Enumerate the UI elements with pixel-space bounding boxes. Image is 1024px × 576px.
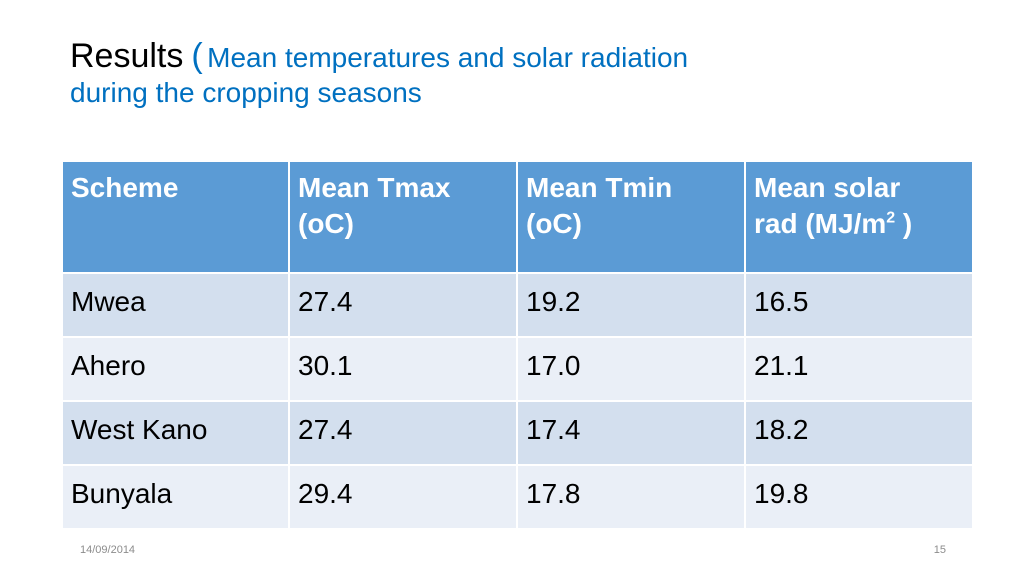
title-main: Results	[70, 37, 184, 75]
cell-tmin: 17.0	[516, 336, 746, 402]
header-mean-tmax-line1: Mean Tmax	[298, 172, 451, 203]
cell-tmax: 27.4	[288, 400, 518, 466]
cell-tmax: 30.1	[288, 336, 518, 402]
cell-tmin: 17.4	[516, 400, 746, 466]
cell-solar: 19.8	[744, 464, 974, 530]
results-table: Scheme Mean Tmax (oC) Mean Tmin (oC) Mean …	[61, 160, 974, 530]
footer-date: 14/09/2014	[80, 544, 136, 556]
title-paren: (	[191, 37, 203, 75]
title-subtitle-line1: Mean temperatures and solar radiation	[207, 42, 689, 73]
header-scheme: Scheme	[61, 160, 290, 274]
header-mean-tmin: Mean Tmin (oC)	[516, 160, 746, 274]
header-mean-tmin-line2: (oC)	[526, 208, 582, 240]
cell-scheme: West Kano	[61, 400, 290, 466]
header-solar-line1: Mean solar	[754, 172, 901, 203]
header-mean-tmax: Mean Tmax (oC)	[288, 160, 518, 274]
cell-tmax: 27.4	[288, 272, 518, 338]
header-mean-tmax-line2: (oC)	[298, 208, 354, 240]
cell-solar: 18.2	[744, 400, 974, 466]
table-row: Bunyala 29.4 17.8 19.8	[61, 464, 974, 530]
cell-tmin: 19.2	[516, 272, 746, 338]
footer-page-number: 15	[933, 544, 946, 556]
cell-solar: 16.5	[744, 272, 974, 338]
title-subtitle-line2: during the cropping seasons	[70, 77, 422, 109]
cell-scheme: Mwea	[61, 272, 290, 338]
cell-tmax: 29.4	[288, 464, 518, 530]
header-solar-line2-post: )	[895, 208, 913, 240]
cell-scheme: Ahero	[61, 336, 290, 402]
table-row: Mwea 27.4 19.2 16.5	[61, 272, 974, 338]
cell-tmin: 17.8	[516, 464, 746, 530]
header-solar-sup: 2	[886, 210, 896, 228]
table-row: Ahero 30.1 17.0 21.1	[61, 336, 974, 402]
cell-solar: 21.1	[744, 336, 974, 402]
header-mean-solar-rad: Mean solar rad (MJ/m2 )	[744, 160, 974, 274]
cell-scheme: Bunyala	[61, 464, 290, 530]
header-solar-line2-pre: rad (MJ/m	[754, 208, 887, 240]
header-mean-tmin-line1: Mean Tmin	[526, 172, 673, 203]
slide-title: Results( Mean temperatures and solar rad…	[70, 36, 950, 109]
table-row: West Kano 27.4 17.4 18.2	[61, 400, 974, 466]
table-header-row: Scheme Mean Tmax (oC) Mean Tmin (oC) Mean …	[61, 160, 974, 274]
